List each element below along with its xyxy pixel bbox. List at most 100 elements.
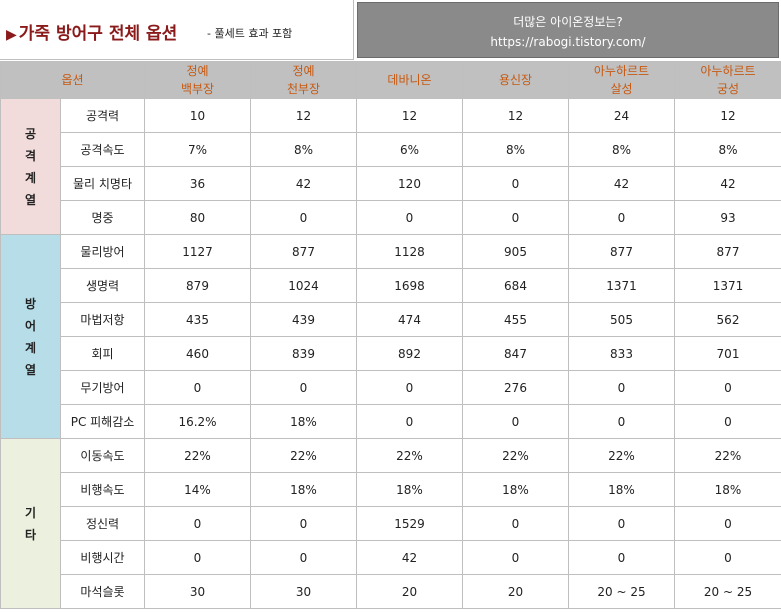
value-cell: 12 <box>356 98 463 133</box>
value-cell: 474 <box>356 302 463 337</box>
value-cell: 18% <box>250 404 357 439</box>
column-header: 아누하르트 궁성 <box>674 61 781 99</box>
value-cell: 0 <box>356 370 463 405</box>
value-cell: 276 <box>462 370 569 405</box>
value-cell: 22% <box>462 438 569 473</box>
column-header: 데바니온 <box>356 61 463 99</box>
column-header-line2: 천부장 <box>286 82 321 96</box>
value-cell: 1024 <box>250 268 357 303</box>
column-header: 정예 백부장 <box>144 61 251 99</box>
value-cell: 0 <box>568 370 675 405</box>
value-cell: 0 <box>250 200 357 235</box>
blog-url-link[interactable]: https://rabogi.tistory.com/ <box>490 35 646 49</box>
value-cell: 877 <box>250 234 357 269</box>
table-row: 생명력 879 1024 1698 684 1371 1371 <box>1 268 781 303</box>
value-cell: 1529 <box>356 506 463 541</box>
category-char: 공 <box>24 126 37 141</box>
option-name-cell: PC 피해감소 <box>60 404 145 439</box>
option-name-cell: 이동속도 <box>60 438 145 473</box>
value-cell: 0 <box>144 506 251 541</box>
value-cell: 12 <box>462 98 569 133</box>
info-banner: 더많은 아이온정보는? https://rabogi.tistory.com/ <box>355 0 781 60</box>
info-banner-panel: 더많은 아이온정보는? https://rabogi.tistory.com/ <box>357 2 779 58</box>
value-cell: 0 <box>674 370 781 405</box>
value-cell: 839 <box>250 336 357 371</box>
value-cell: 10 <box>144 98 251 133</box>
option-name-cell: 물리방어 <box>60 234 145 269</box>
table-row: PC 피해감소 16.2% 18% 0 0 0 0 <box>1 404 781 439</box>
table-row: 정신력 0 0 1529 0 0 0 <box>1 506 781 541</box>
info-banner-text: 더많은 아이온정보는? <box>513 15 623 29</box>
table-row: 명중 80 0 0 0 0 93 <box>1 200 781 235</box>
value-cell: 80 <box>144 200 251 235</box>
value-cell: 435 <box>144 302 251 337</box>
value-cell: 0 <box>356 404 463 439</box>
value-cell: 701 <box>674 336 781 371</box>
value-cell: 8% <box>568 132 675 167</box>
option-name-cell: 생명력 <box>60 268 145 303</box>
option-name-cell: 비행시간 <box>60 540 145 575</box>
value-cell: 30 <box>144 574 251 609</box>
table-header-row: 옵션 정예 백부장 정예 천부장 데바니온 용신장 아누하르트 살성 아누하르트 궁성 <box>0 61 781 99</box>
value-cell: 0 <box>250 370 357 405</box>
value-cell: 0 <box>250 506 357 541</box>
value-cell: 439 <box>250 302 357 337</box>
title-box: ▶ 가죽 방어구 전체 옵션 - 풀세트 효과 포함 <box>0 0 354 60</box>
table-row: 회피 460 839 892 847 833 701 <box>1 336 781 371</box>
value-cell: 18% <box>250 472 357 507</box>
value-cell: 877 <box>568 234 675 269</box>
value-cell: 847 <box>462 336 569 371</box>
column-header-line2: 궁성 <box>716 82 740 96</box>
value-cell: 8% <box>462 132 569 167</box>
value-cell: 8% <box>250 132 357 167</box>
column-header-line1: 데바니온 <box>387 73 432 87</box>
column-header-line2: 살성 <box>610 82 633 96</box>
category-char: 방 <box>24 296 37 311</box>
column-header-line1: 용신장 <box>498 73 533 87</box>
value-cell: 24 <box>568 98 675 133</box>
value-cell: 505 <box>568 302 675 337</box>
value-cell: 1128 <box>356 234 463 269</box>
option-name-cell: 회피 <box>60 336 145 371</box>
option-name-cell: 공격력 <box>60 98 145 133</box>
value-cell: 833 <box>568 336 675 371</box>
option-name-cell: 비행속도 <box>60 472 145 507</box>
column-header-line1: 정예 <box>292 64 315 78</box>
value-cell: 93 <box>674 200 781 235</box>
page-subtitle: - 풀세트 효과 포함 <box>207 27 293 40</box>
column-header: 아누하르트 살성 <box>568 61 675 99</box>
table-row: 기 타 이동속도 22% 22% 22% 22% 22% 22% <box>0 438 781 609</box>
value-cell: 12 <box>674 98 781 133</box>
value-cell: 22% <box>568 438 675 473</box>
value-cell: 892 <box>356 336 463 371</box>
value-cell: 20 ~ 25 <box>568 574 675 609</box>
category-char: 격 <box>24 148 37 163</box>
value-cell: 0 <box>356 200 463 235</box>
value-cell: 42 <box>250 166 357 201</box>
value-cell: 0 <box>568 404 675 439</box>
table-row: 물리 치명타 36 42 120 0 42 42 <box>1 166 781 201</box>
value-cell: 36 <box>144 166 251 201</box>
table-row: 공격속도 7% 8% 6% 8% 8% 8% <box>1 132 781 167</box>
option-name-cell: 공격속도 <box>60 132 145 167</box>
value-cell: 20 ~ 25 <box>674 574 781 609</box>
value-cell: 0 <box>144 370 251 405</box>
triangle-icon: ▶ <box>6 27 17 43</box>
value-cell: 16.2% <box>144 404 251 439</box>
value-cell: 460 <box>144 336 251 371</box>
value-cell: 22% <box>356 438 463 473</box>
option-name-cell: 마법저항 <box>60 302 145 337</box>
value-cell: 0 <box>674 506 781 541</box>
category-char: 어 <box>24 318 37 333</box>
table-row: 공 격 계 열 공격력 10 12 12 12 24 12 <box>0 98 781 235</box>
table-row: 무기방어 0 0 0 276 0 0 <box>1 370 781 405</box>
page-title-text: 가죽 방어구 전체 옵션 <box>18 24 178 44</box>
value-cell: 18% <box>674 472 781 507</box>
option-name-cell: 정신력 <box>60 506 145 541</box>
column-header: 용신장 <box>462 61 569 99</box>
option-name-cell: 물리 치명타 <box>60 166 145 201</box>
value-cell: 0 <box>568 200 675 235</box>
